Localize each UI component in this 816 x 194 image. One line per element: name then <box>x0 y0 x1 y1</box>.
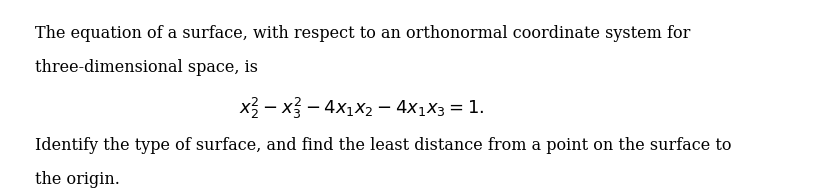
Text: three-dimensional space, is: three-dimensional space, is <box>35 59 258 76</box>
Text: The equation of a surface, with respect to an orthonormal coordinate system for: The equation of a surface, with respect … <box>35 25 690 42</box>
Text: $x_2^2 - x_3^2 - 4x_1x_2 - 4x_1x_3 = 1.$: $x_2^2 - x_3^2 - 4x_1x_2 - 4x_1x_3 = 1.$ <box>239 96 485 121</box>
Text: Identify the type of surface, and find the least distance from a point on the su: Identify the type of surface, and find t… <box>35 137 732 154</box>
Text: the origin.: the origin. <box>35 171 120 188</box>
